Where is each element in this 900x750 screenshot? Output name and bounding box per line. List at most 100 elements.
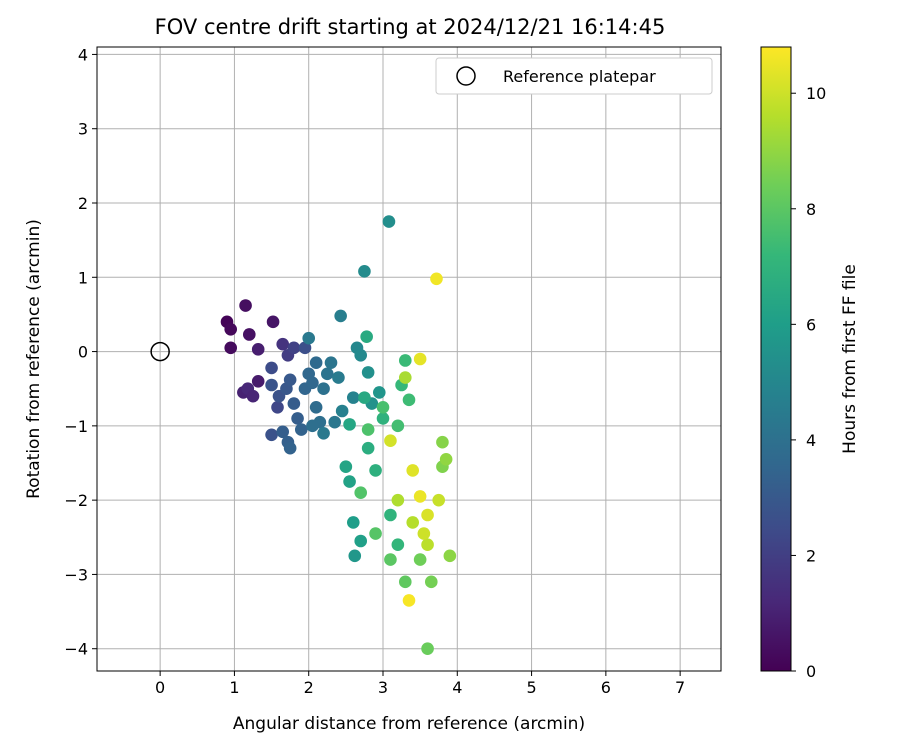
- data-point: [334, 309, 347, 323]
- x-tick-label: 2: [304, 678, 314, 697]
- y-tick-label: 1: [78, 268, 88, 287]
- data-point: [324, 356, 338, 370]
- colorbar-gradient: [760, 46, 792, 672]
- data-point: [369, 527, 382, 540]
- data-point: [360, 330, 373, 344]
- x-tick-label: 1: [229, 678, 239, 697]
- data-point: [439, 452, 453, 466]
- data-point: [413, 553, 427, 566]
- data-point: [361, 441, 375, 455]
- reference-platepar-marker: [150, 341, 170, 362]
- data-point: [391, 493, 405, 507]
- plot-area: 0 1 2 3 4 5 6 7 −4 −3 −2 −1 0 1 2 3 4: [64, 45, 722, 697]
- data-point: [271, 400, 284, 414]
- legend-marker: [456, 66, 476, 86]
- data-point: [391, 538, 405, 552]
- y-tick-label: −1: [64, 417, 88, 436]
- data-point: [398, 575, 412, 589]
- data-point: [242, 328, 256, 341]
- x-tick-label: 0: [155, 678, 165, 697]
- data-point: [413, 352, 427, 366]
- data-point: [382, 215, 396, 228]
- data-point: [283, 373, 297, 387]
- data-point: [224, 322, 238, 336]
- plot-frame: [96, 46, 722, 672]
- data-point: [354, 486, 368, 500]
- data-point: [443, 549, 457, 563]
- data-point: [291, 412, 304, 425]
- data-point: [361, 366, 375, 379]
- data-point: [354, 534, 368, 548]
- data-point: [384, 434, 397, 448]
- data-point: [265, 428, 278, 442]
- y-axis-label: Rotation from reference (arcmin): [24, 219, 44, 499]
- data-point: [298, 341, 312, 355]
- data-point: [417, 527, 431, 540]
- y-tick-label: 3: [78, 120, 88, 139]
- x-tick-label: 6: [601, 678, 611, 697]
- data-point: [424, 575, 438, 589]
- data-point: [406, 464, 420, 477]
- data-point: [376, 412, 390, 425]
- data-point: [402, 393, 416, 407]
- data-point: [384, 508, 397, 522]
- data-point: [343, 475, 356, 488]
- data-point: [276, 425, 290, 439]
- data-point: [361, 423, 375, 436]
- y-tick-label: −3: [64, 565, 88, 584]
- data-point: [246, 389, 260, 403]
- data-point: [287, 341, 301, 355]
- colorbar-tick-label: 6: [806, 315, 816, 334]
- colorbar: 0 2 4 6 8 10: [760, 46, 826, 681]
- data-point: [413, 490, 427, 503]
- data-point: [251, 343, 265, 356]
- colorbar-tick-label: 0: [806, 662, 816, 681]
- data-point: [391, 419, 405, 433]
- x-axis-label: Angular distance from reference (arcmin): [233, 714, 585, 734]
- data-point: [302, 331, 316, 345]
- colorbar-label: Hours from first FF file: [840, 264, 860, 454]
- data-point: [283, 441, 297, 455]
- legend-box: [435, 57, 713, 95]
- y-tick-label: −2: [64, 491, 88, 510]
- grid: [97, 47, 721, 671]
- data-point: [306, 419, 319, 433]
- data-point: [309, 356, 323, 370]
- data-point: [335, 404, 349, 418]
- colorbar-tick-label: 2: [806, 546, 816, 565]
- data-point: [320, 367, 334, 381]
- data-point: [251, 374, 265, 388]
- data-point: [369, 464, 382, 477]
- data-point: [358, 265, 371, 278]
- y-tick-label: 2: [78, 194, 88, 213]
- data-point: [421, 508, 434, 522]
- x-tick-label: 7: [675, 678, 685, 697]
- data-point: [421, 538, 434, 552]
- data-point: [346, 391, 360, 404]
- x-axis-ticks: 0 1 2 3 4 5 6 7: [155, 671, 685, 697]
- data-point: [224, 341, 238, 355]
- y-tick-label: −4: [64, 640, 88, 659]
- data-point: [398, 371, 412, 384]
- x-tick-label: 5: [526, 678, 536, 697]
- data-point: [239, 299, 252, 312]
- legend: Reference platepar: [435, 57, 713, 95]
- data-point: [266, 315, 280, 329]
- data-point: [265, 378, 278, 392]
- data-point: [346, 516, 360, 529]
- y-axis-ticks: −4 −3 −2 −1 0 1 2 3 4: [64, 45, 97, 659]
- data-point: [376, 400, 390, 414]
- data-point: [430, 272, 443, 286]
- data-point: [306, 376, 319, 390]
- data-point: [328, 415, 342, 429]
- data-point: [317, 426, 330, 440]
- data-point: [339, 460, 353, 474]
- x-tick-label: 4: [452, 678, 462, 697]
- chart-title: FOV centre drift starting at 2024/12/21 …: [155, 15, 666, 39]
- data-point: [372, 386, 386, 399]
- data-point: [294, 423, 308, 436]
- colorbar-ticks: 0 2 4 6 8 10: [791, 84, 826, 681]
- data-point: [332, 371, 345, 384]
- data-points: [220, 215, 457, 656]
- data-point: [402, 594, 416, 607]
